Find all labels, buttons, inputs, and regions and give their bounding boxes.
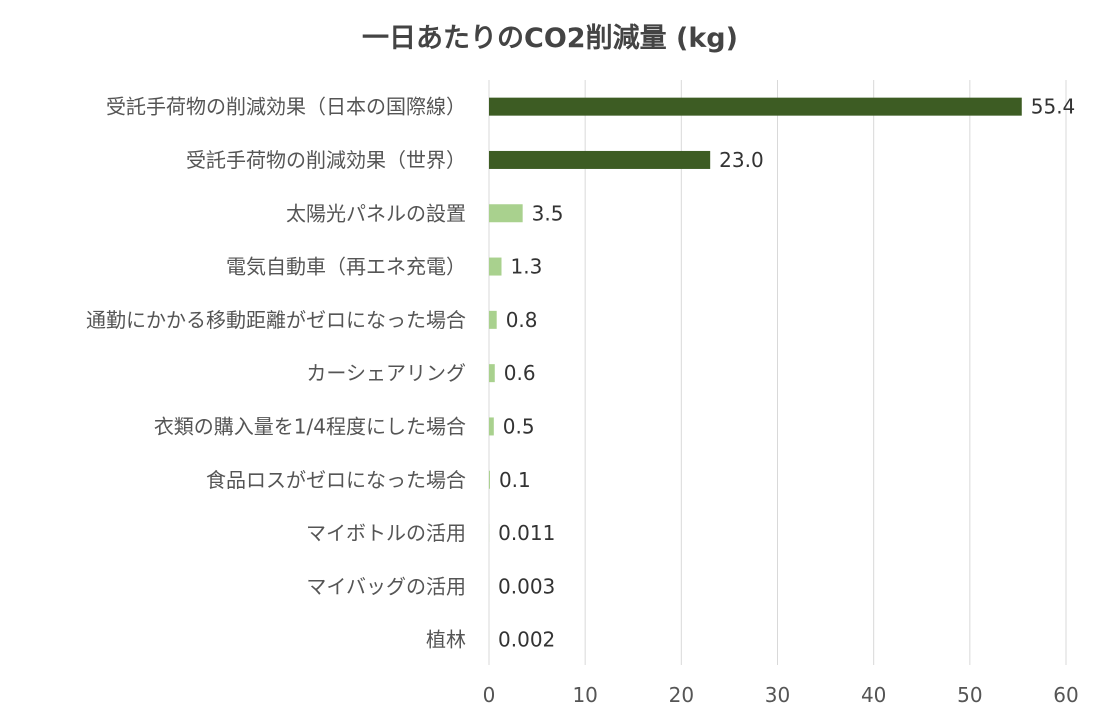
value-label: 0.6 [504, 361, 536, 385]
bar [489, 97, 1022, 116]
bar [489, 257, 502, 276]
value-label: 0.011 [498, 521, 555, 545]
category-label: 受託手荷物の削減効果（日本の国際線） [106, 95, 466, 119]
category-label: カーシェアリング [306, 361, 466, 385]
category-label: 太陽光パネルの設置 [286, 201, 466, 225]
category-labels: 受託手荷物の削減効果（日本の国際線） 受託手荷物の削減効果（世界） 太陽光パネルの設… [86, 95, 466, 652]
category-label: 受託手荷物の削減効果（世界） [186, 148, 466, 172]
category-label: 電気自動車（再エネ充電） [226, 255, 466, 279]
category-label: 通勤にかかる移動距離がゼロになった場合 [86, 308, 466, 332]
category-label: 植林 [426, 628, 466, 652]
chart-title: 一日あたりのCO2削減量 (kg) [362, 23, 738, 54]
bars [489, 97, 1022, 649]
value-label: 55.4 [1031, 95, 1076, 119]
x-tick-label: 10 [572, 683, 597, 707]
x-tick-label: 30 [765, 683, 790, 707]
bar [489, 204, 523, 223]
value-label: 0.1 [499, 468, 531, 492]
bar [489, 417, 494, 436]
x-tick-label: 20 [669, 683, 694, 707]
bar [489, 470, 490, 489]
category-label: マイボトルの活用 [306, 521, 466, 545]
value-label: 23.0 [719, 148, 764, 172]
x-tick-label: 0 [483, 683, 496, 707]
value-label: 0.8 [506, 308, 538, 332]
bar [489, 364, 495, 383]
value-label: 0.002 [498, 628, 555, 652]
category-label: 衣類の購入量を1/4程度にした場合 [154, 414, 466, 438]
x-tick-label: 60 [1053, 683, 1078, 707]
category-label: マイバッグの活用 [306, 574, 466, 598]
category-label: 食品ロスがゼロになった場合 [206, 468, 466, 492]
value-label: 3.5 [532, 201, 564, 225]
bar [489, 310, 497, 329]
bar [489, 150, 711, 169]
grid-lines [488, 80, 1067, 665]
value-labels: 55.4 23.0 3.5 1.3 0.8 0.6 0.5 0.1 0.011 0.003 0.00… [498, 95, 1075, 652]
x-tick-label: 40 [861, 683, 886, 707]
value-label: 0.5 [503, 414, 535, 438]
value-label: 1.3 [511, 255, 543, 279]
x-tick-label: 50 [957, 683, 982, 707]
x-tick-labels: 0 10 20 30 40 50 60 [483, 683, 1079, 707]
value-label: 0.003 [498, 574, 555, 598]
